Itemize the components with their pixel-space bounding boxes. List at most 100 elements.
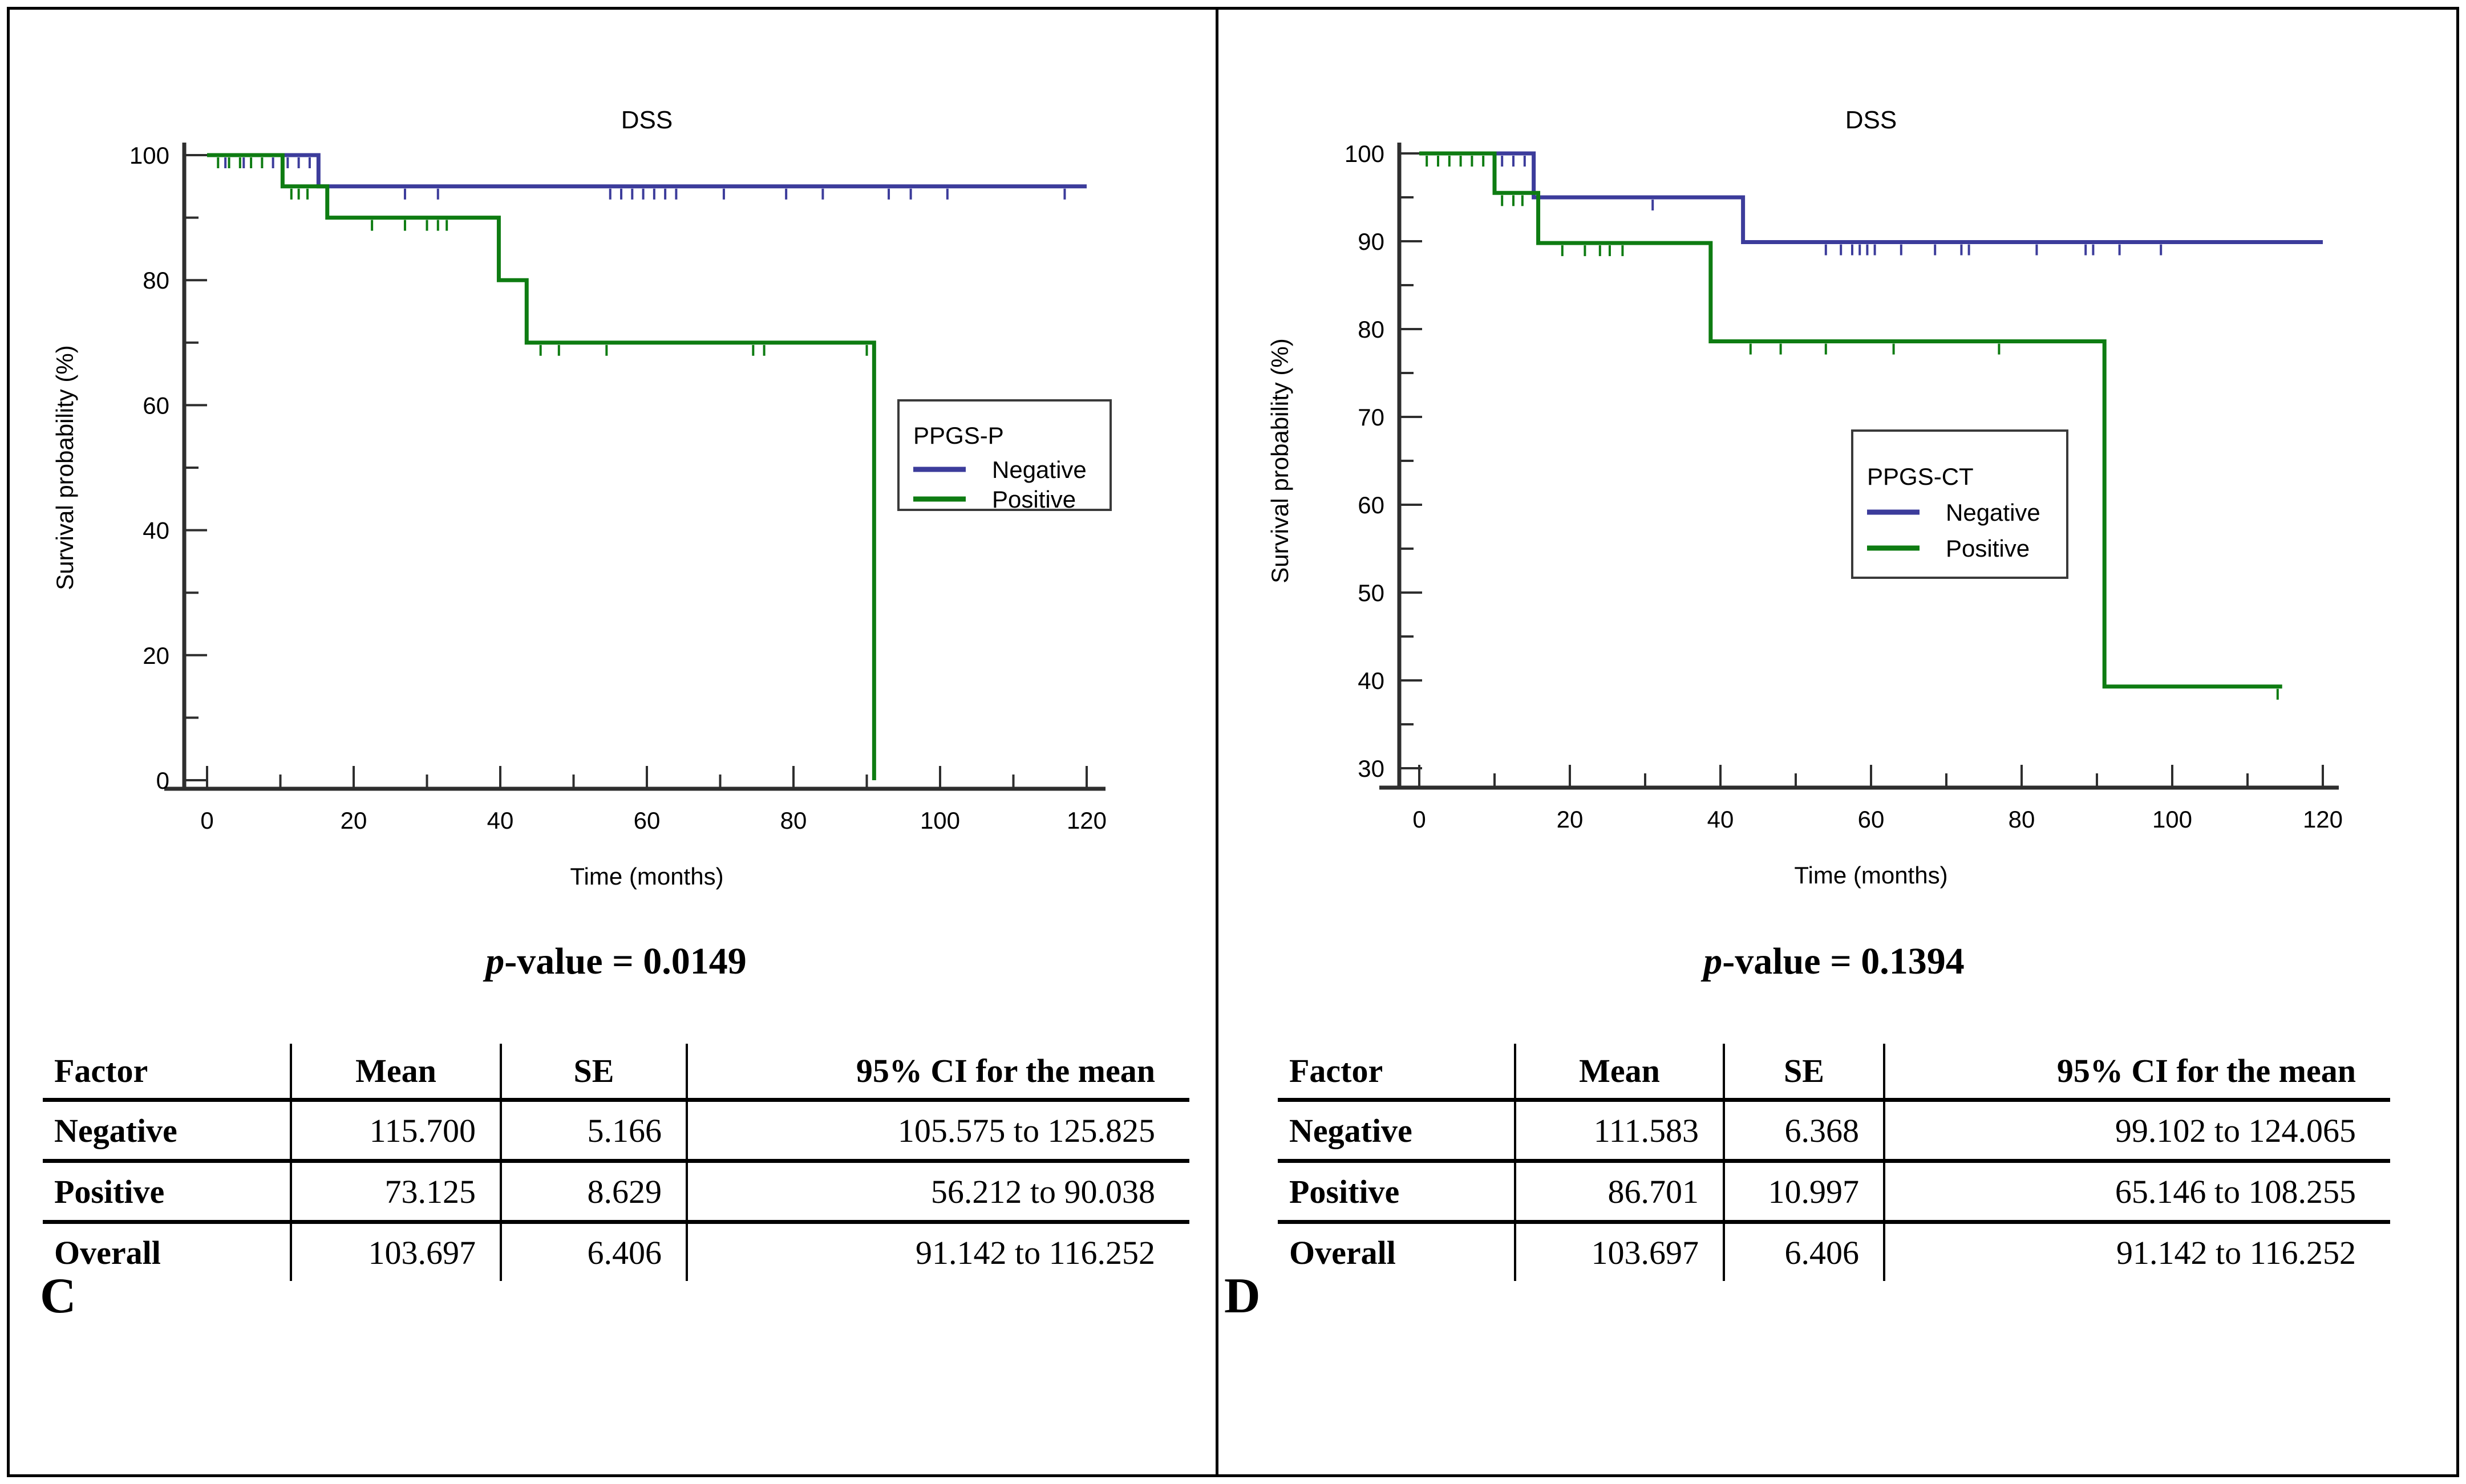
y-tick-label: 40 — [1358, 667, 1384, 694]
negative-survival-curve — [207, 153, 1087, 189]
mean-cell: 86.701 — [1514, 1161, 1724, 1224]
factor-cell: Negative — [1278, 1100, 1515, 1163]
x-axis-label: Time (months) — [570, 863, 723, 890]
km-chart-panel-c: DSS 0 20 40 60 80 100 0 20 40 60 80 100 120 Time (mont… — [51, 106, 1112, 890]
stats-table-panel-c: Factor Mean SE 95% CI for the mean Negat… — [43, 1044, 1189, 1281]
x-tick-label: 80 — [780, 807, 807, 834]
se-cell: 5.166 — [500, 1100, 687, 1163]
x-tick-label: 80 — [2009, 806, 2035, 833]
se-cell: 8.629 — [500, 1161, 687, 1224]
factor-cell: Overall — [1289, 1234, 1396, 1271]
x-tick-label: 60 — [634, 807, 661, 834]
panel-label-c: C — [40, 1268, 76, 1324]
x-tick-label: 0 — [1412, 806, 1426, 833]
factor-cell: Positive — [43, 1161, 291, 1224]
y-tick-label: 100 — [129, 142, 169, 169]
se-cell: 6.406 — [500, 1222, 687, 1281]
x-tick-label: 40 — [1707, 806, 1734, 833]
y-tick-label: 40 — [143, 517, 169, 544]
p-value-text: -value = 0.0149 — [504, 940, 747, 982]
table-header-row: Factor Mean SE 95% CI for the mean — [43, 1044, 1189, 1102]
chart-title: DSS — [1845, 106, 1897, 134]
y-tick-label: 0 — [156, 767, 169, 794]
y-tick-label: 100 — [1345, 140, 1384, 167]
se-cell: 10.997 — [1723, 1161, 1884, 1224]
legend-label: Positive — [1946, 535, 2030, 562]
legend-label: Negative — [1946, 499, 2040, 526]
ci-cell: 91.142 to 116.252 — [1883, 1222, 2390, 1281]
p-symbol: p — [485, 940, 505, 982]
p-value-panel-d: p-value = 0.1394 — [1278, 940, 2390, 983]
col-header-se: SE — [500, 1044, 687, 1102]
legend-box — [1851, 429, 2068, 579]
mean-cell: 115.700 — [290, 1100, 501, 1163]
table-row-positive: Positive 73.125 8.629 56.212 to 90.038 — [43, 1161, 1189, 1224]
col-header-ci: 95% CI for the mean — [686, 1044, 1189, 1102]
km-chart-panel-d: DSS 30 40 50 60 70 80 90 100 0 20 40 60 80 100 120 Time … — [1266, 106, 2343, 889]
ci-cell: 91.142 to 116.252 — [686, 1222, 1189, 1281]
ci-cell: 65.146 to 108.255 — [1883, 1161, 2390, 1224]
ci-cell: 105.575 to 125.825 — [686, 1100, 1189, 1163]
y-axis-label: Survival probability (%) — [1266, 338, 1293, 583]
legend-label: Negative — [992, 456, 1087, 483]
mean-cell: 103.697 — [290, 1222, 501, 1281]
y-tick-label: 50 — [1358, 579, 1384, 606]
x-tick-label: 120 — [1067, 807, 1107, 834]
y-axis-label: Survival probability (%) — [51, 345, 78, 590]
chart-title: DSS — [621, 106, 673, 134]
p-value-panel-c: p-value = 0.0149 — [43, 940, 1189, 983]
se-cell: 6.368 — [1723, 1100, 1884, 1163]
y-tick-label: 60 — [1358, 492, 1384, 518]
positive-survival-curve — [1419, 151, 2282, 689]
table-header-row: Factor Mean SE 95% CI for the mean — [1278, 1044, 2390, 1102]
x-tick-label: 100 — [2152, 806, 2192, 833]
table-row-positive: Positive 86.701 10.997 65.146 to 108.255 — [1278, 1161, 2390, 1224]
table-row-overall: Overall 103.697 6.406 91.142 to 116.252 — [1278, 1222, 2390, 1281]
x-tick-label: 120 — [2303, 806, 2343, 833]
negative-survival-curve — [1419, 151, 2323, 245]
col-header-factor: Factor — [1278, 1044, 1515, 1102]
y-tick-label: 70 — [1358, 404, 1384, 431]
factor-cell: Negative — [43, 1100, 291, 1163]
ci-cell: 99.102 to 124.065 — [1883, 1100, 2390, 1163]
positive-survival-curve — [207, 153, 876, 780]
col-header-se: SE — [1723, 1044, 1884, 1102]
ci-cell: 56.212 to 90.038 — [686, 1161, 1189, 1224]
x-tick-label: 20 — [1557, 806, 1584, 833]
x-axis-label: Time (months) — [1794, 862, 1947, 889]
x-tick-label: 100 — [920, 807, 960, 834]
col-header-mean: Mean — [1514, 1044, 1724, 1102]
factor-cell: Overall — [54, 1234, 161, 1271]
legend-title: PPGS-P — [913, 422, 1004, 449]
col-header-factor: Factor — [43, 1044, 291, 1102]
mean-cell: 111.583 — [1514, 1100, 1724, 1163]
stats-table-panel-d: Factor Mean SE 95% CI for the mean Negat… — [1278, 1044, 2390, 1281]
panel-label-d: D — [1224, 1268, 1261, 1324]
x-tick-label: 60 — [1858, 806, 1885, 833]
y-tick-label: 80 — [143, 267, 169, 294]
factor-cell: Positive — [1278, 1161, 1515, 1224]
table-row-negative: Negative 111.583 6.368 99.102 to 124.065 — [1278, 1100, 2390, 1163]
panel-divider — [1216, 7, 1218, 1477]
y-tick-label: 60 — [143, 392, 169, 419]
mean-cell: 73.125 — [290, 1161, 501, 1224]
table-row-negative: Negative 115.700 5.166 105.575 to 125.82… — [43, 1100, 1189, 1163]
x-tick-label: 20 — [341, 807, 367, 834]
p-value-text: -value = 0.1394 — [1722, 940, 1965, 982]
legend-label: Positive — [992, 486, 1076, 513]
y-tick-label: 20 — [143, 642, 169, 669]
y-tick-label: 30 — [1358, 755, 1384, 782]
legend-title: PPGS-CT — [1867, 463, 1974, 490]
table-row-overall: Overall 103.697 6.406 91.142 to 116.252 — [43, 1222, 1189, 1281]
se-cell: 6.406 — [1723, 1222, 1884, 1281]
y-tick-label: 80 — [1358, 316, 1384, 343]
x-tick-label: 40 — [487, 807, 514, 834]
col-header-mean: Mean — [290, 1044, 501, 1102]
x-tick-label: 0 — [200, 807, 213, 834]
legend-box — [897, 399, 1112, 511]
mean-cell: 103.697 — [1514, 1222, 1724, 1281]
y-tick-label: 90 — [1358, 228, 1384, 255]
col-header-ci: 95% CI for the mean — [1883, 1044, 2390, 1102]
